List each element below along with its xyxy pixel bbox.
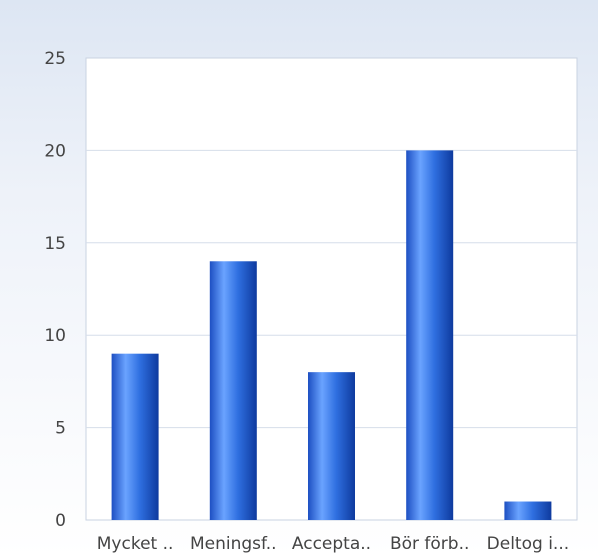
x-category-label: Bör förb.. <box>390 534 469 554</box>
bar <box>406 150 454 520</box>
x-axis-labels: Mycket .. Meningsf.. Accepta.. Bör förb.. De… <box>97 534 569 554</box>
y-tick-label: 5 <box>55 419 66 439</box>
x-category-label: Meningsf.. <box>190 534 277 554</box>
x-category-label: Deltog i... <box>487 534 569 554</box>
bars <box>111 150 552 520</box>
x-category-label: Mycket .. <box>97 534 174 554</box>
bar <box>209 261 257 520</box>
y-axis-ticks: 0 5 10 15 20 25 <box>44 49 66 531</box>
y-tick-label: 0 <box>55 511 66 531</box>
bar <box>111 353 159 520</box>
y-tick-label: 20 <box>44 141 66 161</box>
y-tick-label: 10 <box>44 326 66 346</box>
bar <box>504 501 552 520</box>
bar <box>308 372 355 520</box>
x-category-label: Accepta.. <box>292 534 371 554</box>
y-tick-label: 25 <box>44 49 66 69</box>
y-tick-label: 15 <box>44 234 66 254</box>
